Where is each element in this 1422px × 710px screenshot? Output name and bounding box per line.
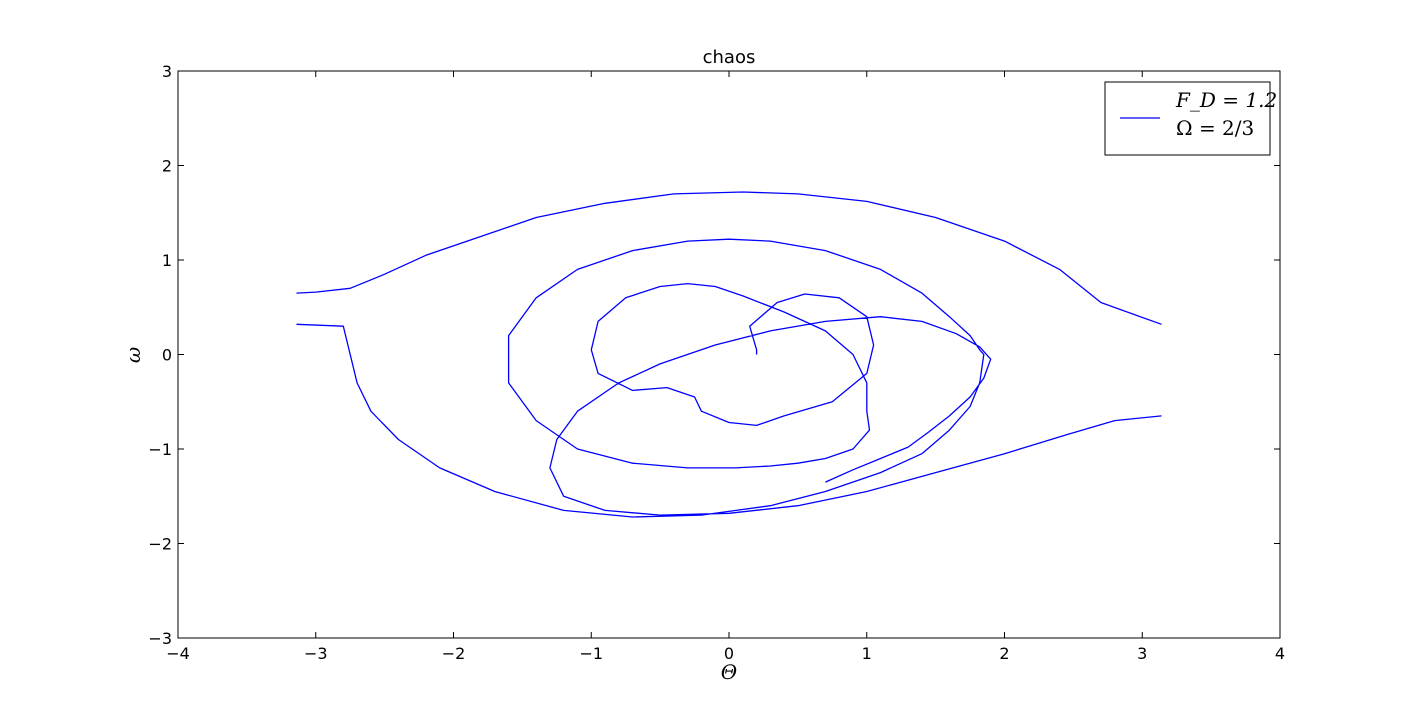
x-axis-label: Θ — [721, 660, 737, 684]
legend-entry-line2: Ω = 2/3 — [1176, 116, 1254, 140]
plot-background — [178, 71, 1280, 638]
y-tick-label: 2 — [162, 157, 172, 176]
x-tick-label: 4 — [1275, 644, 1285, 663]
y-tick-label: −3 — [148, 629, 172, 648]
y-tick-label: 0 — [162, 346, 172, 365]
y-tick-label: 3 — [162, 62, 172, 81]
series-layer — [296, 191, 1162, 518]
chart-title: chaos — [703, 47, 756, 68]
y-axis-label: ω — [121, 347, 145, 363]
legend: F_D = 1.2 Ω = 2/3 — [1104, 81, 1277, 156]
x-tick-label: 0 — [724, 644, 734, 663]
y-tick-label: 1 — [162, 251, 172, 270]
x-tick-label: 2 — [999, 644, 1009, 663]
legend-entry-line1: F_D = 1.2 — [1175, 88, 1277, 112]
x-tick-label: 3 — [1137, 644, 1147, 663]
plot-area — [177, 70, 1281, 639]
y-tick-label: −1 — [148, 440, 172, 459]
x-tick-label: −2 — [442, 644, 466, 663]
x-tick-label: 1 — [862, 644, 872, 663]
x-tick-label: −4 — [166, 644, 190, 663]
x-tick-label: −1 — [579, 644, 603, 663]
series-line-0 — [296, 191, 1162, 518]
x-tick-label: −3 — [304, 644, 328, 663]
y-tick-label: −2 — [148, 535, 172, 554]
